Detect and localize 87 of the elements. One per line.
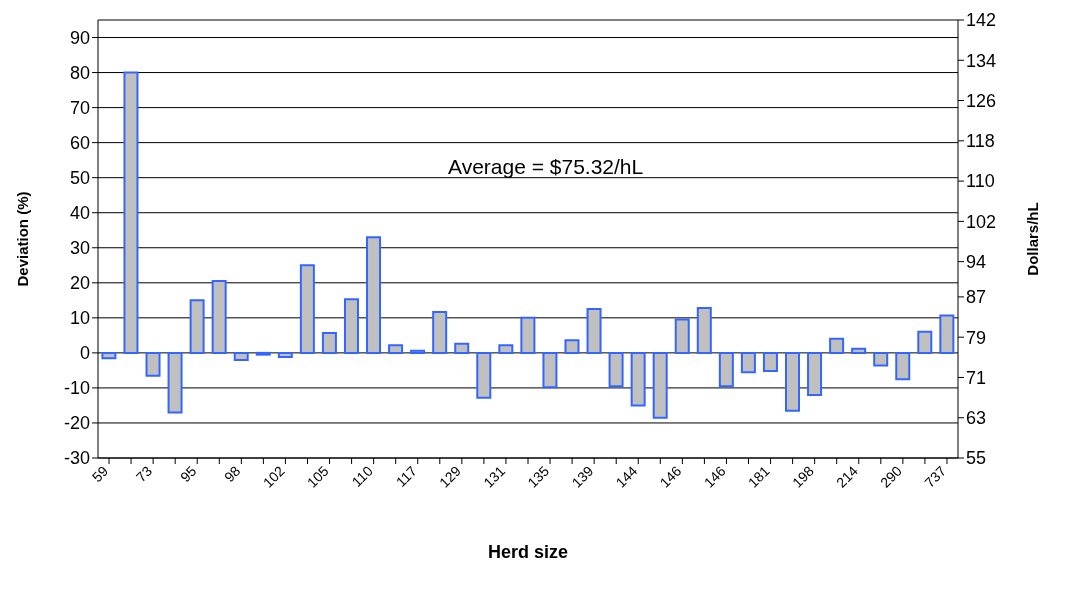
y-tick-label: 20 [69,273,90,294]
bar [696,307,712,354]
y2-tick-label: 126 [966,90,997,111]
x-tick-label: 131 [480,462,509,491]
y-tick-label: 70 [69,97,90,118]
x-axis-title: Herd size [487,542,569,562]
bar [873,351,889,367]
y2-tick-label: 134 [966,50,997,71]
bar [718,351,734,388]
y-tick-label: -10 [63,378,90,399]
bar [277,351,293,359]
bar [321,331,337,354]
bar [299,264,315,354]
bar [167,351,183,414]
bar [851,347,867,354]
annotation: Average = $75.32/hL [448,155,644,179]
bar [476,351,492,399]
bar [608,351,624,388]
y-tick-label: 80 [69,62,90,83]
bar [674,318,690,354]
bar [895,351,911,381]
x-tick-label: 181 [744,462,773,491]
y-tick-label: 10 [69,308,90,329]
x-tick-label: 146 [700,462,729,491]
bar [829,337,845,354]
y2-axis-title: Dollars/hL [1024,202,1042,276]
bar [939,314,955,354]
y-axis-title: Deviation (%) [14,191,32,287]
bar [454,342,470,354]
y-tick-label: -30 [63,448,90,469]
bar [917,330,933,354]
y2-tick-label: 71 [966,367,987,388]
y2-tick-label: 79 [966,327,987,348]
y2-tick-label: 87 [966,287,987,308]
x-tick-label: 737 [921,462,950,491]
bar [189,299,205,354]
x-tick-label: 98 [221,462,244,486]
y2-tick-label: 102 [966,211,997,232]
x-tick-label: 139 [568,462,597,491]
y2-tick-label: 55 [966,448,987,469]
y-tick-label: 90 [69,27,90,48]
x-tick-label: 117 [392,462,421,490]
bar [498,344,514,354]
y-tick-label: 50 [69,168,90,189]
bar [807,351,823,396]
bar [785,351,800,412]
x-tick-label: 59 [88,462,112,486]
bar [233,351,249,361]
bar [762,351,778,373]
y2-tick-label: 142 [966,10,997,31]
y2-tick-label: 110 [966,171,995,192]
bar [740,351,756,374]
x-tick-label: 135 [524,462,553,491]
bar [343,298,359,354]
y2-tick-label: 63 [966,408,987,429]
y2-tick-label: 94 [966,252,987,273]
x-tick-label: 198 [788,462,817,491]
y-tick-label: 0 [79,343,90,364]
bar [145,351,161,377]
x-tick-label: 129 [436,462,465,491]
bar [432,310,448,354]
x-tick-label: 110 [348,462,376,490]
x-tick-label: 73 [132,462,156,486]
bar [564,339,580,354]
bar [630,351,646,407]
x-tick-label: 102 [259,462,288,491]
x-tick-label: 105 [303,462,332,491]
bar [586,308,602,354]
x-tick-label: 146 [656,462,685,491]
bar [388,344,404,354]
bar [542,351,558,389]
bar [211,280,227,354]
x-tick-label: 95 [177,462,200,486]
bar [101,351,117,360]
y-tick-label: 30 [69,238,90,259]
bar [520,316,536,354]
bar [123,71,139,354]
y-tick-label: -20 [63,413,90,434]
y2-tick-label: 118 [966,131,995,152]
bar [410,349,426,354]
y-tick-label: 60 [69,133,90,154]
bar [652,351,668,419]
bar [366,236,382,354]
x-tick-label: 290 [877,462,906,491]
x-tick-label: 214 [833,462,862,491]
x-tick-label: 144 [612,462,641,491]
y-tick-label: 40 [69,203,90,224]
